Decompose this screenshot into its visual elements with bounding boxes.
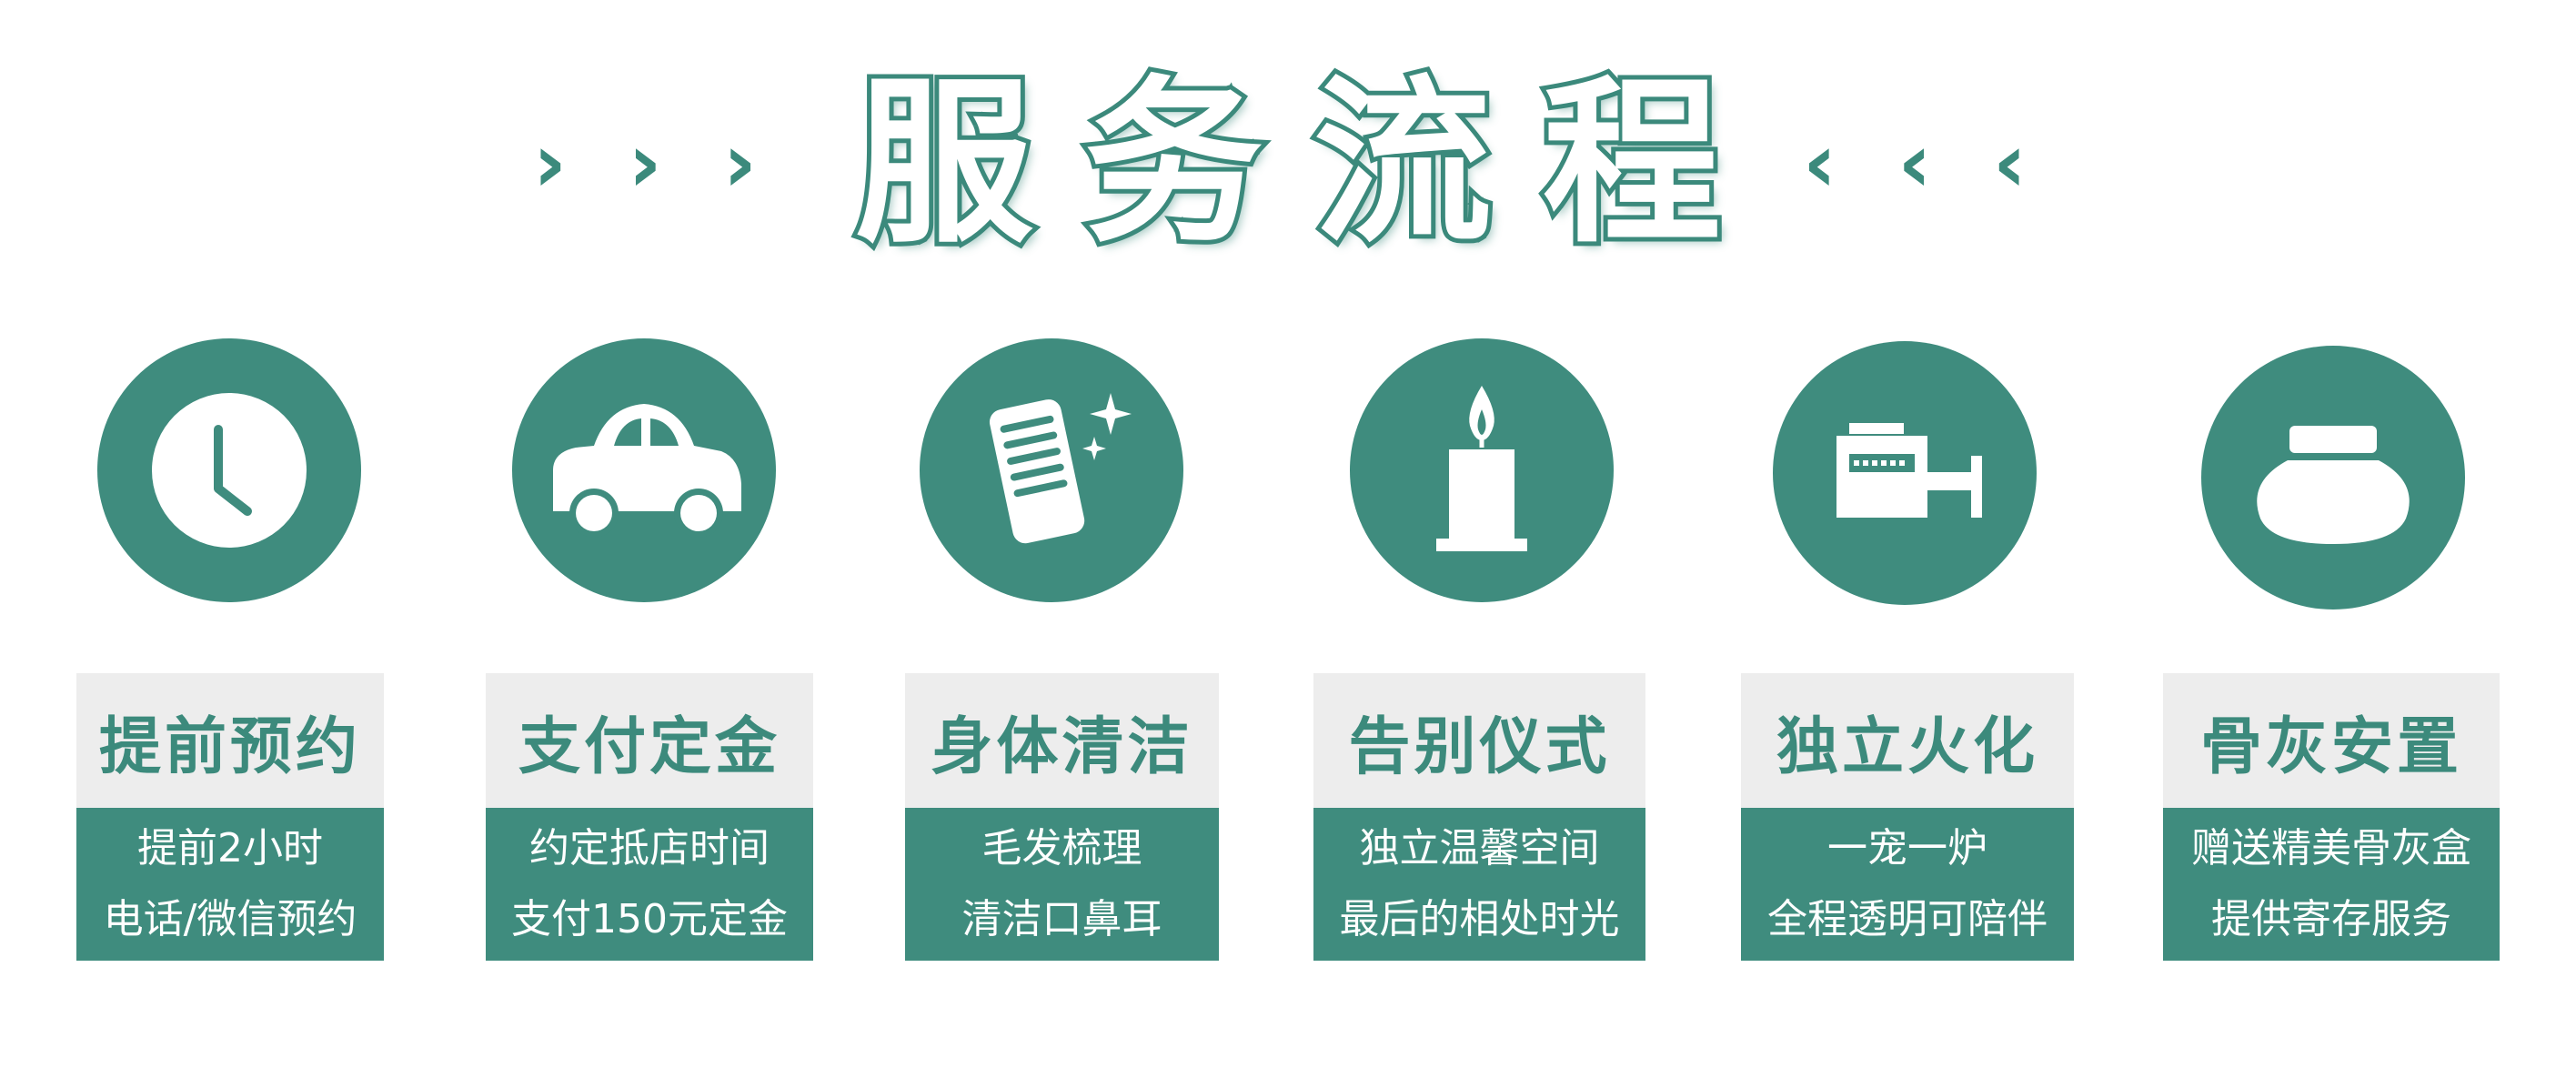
step-card: 告别仪式 独立温馨空间 最后的相处时光 <box>1313 673 1645 961</box>
step-description: 一宠一炉 全程透明可陪伴 <box>1741 808 2074 961</box>
step-line: 清洁口鼻耳 <box>961 896 1162 942</box>
step-line: 一宠一炉 <box>1827 825 1987 872</box>
step-card: 提前预约 提前2小时 电话/微信预约 <box>76 673 384 961</box>
left-chevrons-icon: › › › <box>533 116 773 211</box>
step-card: 骨灰安置 赠送精美骨灰盒 提供寄存服务 <box>2163 673 2500 961</box>
step-card: 身体清洁 毛发梳理 清洁口鼻耳 <box>905 673 1219 961</box>
step-title: 独立火化 <box>1741 673 2074 808</box>
candle-icon <box>1350 338 1614 602</box>
car-icon <box>512 338 776 602</box>
step-line: 电话/微信预约 <box>103 896 357 942</box>
cremation-furnace-icon <box>1773 341 2037 605</box>
step-description: 毛发梳理 清洁口鼻耳 <box>905 808 1219 961</box>
step-title: 告别仪式 <box>1313 673 1645 808</box>
step-line: 赠送精美骨灰盒 <box>2191 825 2471 872</box>
step-line: 全程透明可陪伴 <box>1767 896 2048 942</box>
clock-icon <box>97 338 361 602</box>
step-description: 独立温馨空间 最后的相处时光 <box>1313 808 1645 961</box>
urn-icon <box>2201 346 2465 610</box>
step-line: 约定抵店时间 <box>529 825 770 872</box>
step-line: 独立温馨空间 <box>1359 825 1600 872</box>
right-chevrons-icon: ‹ ‹ ‹ <box>1803 116 2043 211</box>
step-card: 独立火化 一宠一炉 全程透明可陪伴 <box>1741 673 2074 961</box>
step-line: 最后的相处时光 <box>1339 896 1620 942</box>
step-title: 身体清洁 <box>905 673 1219 808</box>
step-description: 约定抵店时间 支付150元定金 <box>486 808 813 961</box>
comb-icon <box>920 338 1183 602</box>
header: › › › 服务流程 ‹ ‹ ‹ <box>0 55 2576 273</box>
step-title: 提前预约 <box>76 673 384 808</box>
step-description: 提前2小时 电话/微信预约 <box>76 808 384 961</box>
step-title: 支付定金 <box>486 673 813 808</box>
step-line: 提前2小时 <box>137 825 323 872</box>
page-title: 服务流程 <box>850 60 1772 267</box>
step-line: 毛发梳理 <box>981 825 1142 872</box>
step-description: 赠送精美骨灰盒 提供寄存服务 <box>2163 808 2500 961</box>
step-title: 骨灰安置 <box>2163 673 2500 808</box>
step-card: 支付定金 约定抵店时间 支付150元定金 <box>486 673 813 961</box>
step-line: 支付150元定金 <box>511 896 788 942</box>
step-line: 提供寄存服务 <box>2211 896 2451 942</box>
